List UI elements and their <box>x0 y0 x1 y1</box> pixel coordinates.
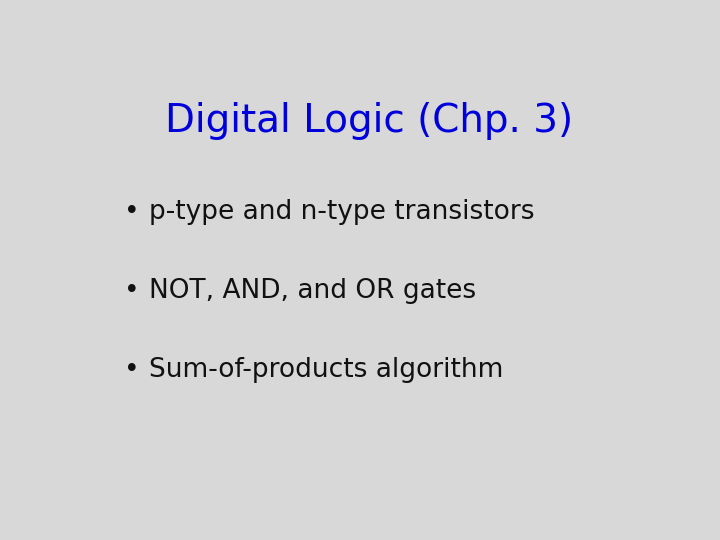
Text: p-type and n-type transistors: p-type and n-type transistors <box>148 199 534 225</box>
Text: •: • <box>124 357 140 383</box>
Text: Sum-of-products algorithm: Sum-of-products algorithm <box>148 357 503 383</box>
Text: Digital Logic (Chp. 3): Digital Logic (Chp. 3) <box>165 102 573 140</box>
Text: NOT, AND, and OR gates: NOT, AND, and OR gates <box>148 279 476 305</box>
Text: •: • <box>124 199 140 225</box>
Text: •: • <box>124 279 140 305</box>
